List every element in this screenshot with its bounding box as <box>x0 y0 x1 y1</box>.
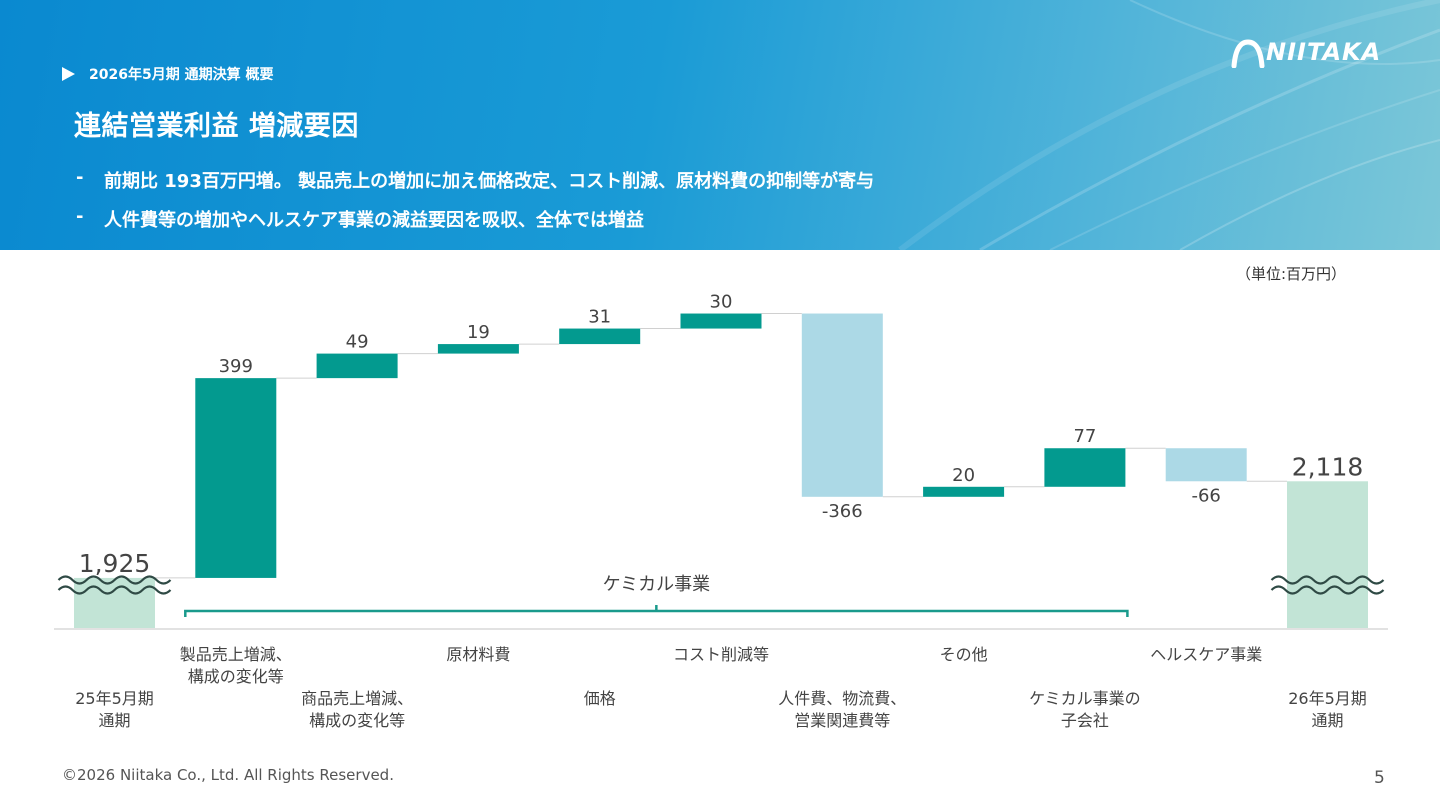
category-label-8-1: 子会社 <box>1061 711 1109 730</box>
category-label-4-0: 価格 <box>584 689 616 708</box>
category-label-2-0: 商品売上増減、 <box>301 689 413 708</box>
axis-break-0-0 <box>57 575 172 585</box>
breadcrumb: 2026年5月期 通期決算 概要 <box>62 64 273 84</box>
data-label-0: 1,925 <box>79 549 151 578</box>
page-number: 5 <box>1374 768 1385 788</box>
bar-3 <box>437 344 519 354</box>
category-label-9-0: ヘルスケア事業 <box>1150 645 1262 664</box>
bar-4 <box>559 328 641 345</box>
data-label-3: 19 <box>467 322 490 343</box>
category-label-1-1: 構成の変化等 <box>188 667 284 686</box>
bullet-2: - 人件費等の増加やヘルスケア事業の減益要因を吸収、全体では増益 <box>76 206 644 232</box>
category-label-3-0: 原材料費 <box>446 645 510 664</box>
waterfall-chart: 1,925 399 49 19 31 30 -366 20 77 -66 2,118 ケミカル事業 25… <box>54 292 1388 730</box>
play-triangle-icon <box>62 67 75 81</box>
header-banner: 2026年5月期 通期決算 概要 連結営業利益 増減要因 - 前期比 193百万… <box>0 0 1440 250</box>
page-title: 連結営業利益 増減要因 <box>74 111 359 142</box>
axis-break-10-1 <box>1270 585 1385 595</box>
axis-break-0-1 <box>57 585 172 595</box>
logo-text: NIITAKA <box>1266 38 1382 66</box>
data-label-7: 20 <box>952 465 975 486</box>
bar-8 <box>1044 448 1126 487</box>
data-label-10: 2,118 <box>1292 452 1364 481</box>
category-label-5-0: コスト削減等 <box>673 645 769 664</box>
data-label-8: 77 <box>1073 426 1096 447</box>
bar-5 <box>680 313 762 329</box>
bar-9 <box>1165 448 1247 482</box>
company-logo: NIITAKA <box>1230 36 1381 68</box>
category-label-2-1: 構成の変化等 <box>309 711 405 730</box>
bar-2 <box>316 353 398 379</box>
category-label-10-0: 26年5月期 <box>1288 689 1367 708</box>
data-label-6: -366 <box>822 501 863 522</box>
unit-label: （単位:百万円） <box>1236 265 1347 283</box>
logo-mark-icon <box>1231 39 1265 68</box>
category-label-0-1: 通期 <box>98 711 130 730</box>
category-label-10-1: 通期 <box>1311 711 1343 730</box>
bar-0 <box>74 577 155 628</box>
category-label-6-0: 人件費、物流費、 <box>778 689 906 708</box>
category-label-7-0: その他 <box>940 645 988 664</box>
category-label-8-0: ケミカル事業の <box>1029 689 1141 708</box>
bullet-dash: - <box>76 206 84 227</box>
breadcrumb-text: 2026年5月期 通期決算 概要 <box>89 67 274 83</box>
data-label-2: 49 <box>346 332 369 353</box>
group-label: ケミカル事業 <box>603 574 710 595</box>
bar-1 <box>195 378 277 578</box>
axis-break-10-0 <box>1270 575 1385 585</box>
category-label-6-1: 営業関連費等 <box>794 711 890 730</box>
bar-10 <box>1287 481 1368 628</box>
bullet-1: - 前期比 193百万円増。 製品売上の増加に加え価格改定、コスト削減、原材料費… <box>76 167 874 193</box>
data-label-1: 399 <box>219 356 253 377</box>
data-label-4: 31 <box>588 307 611 328</box>
decorative-swoosh-icon <box>898 0 1440 250</box>
category-label-1-0: 製品売上増減、 <box>180 645 292 664</box>
copyright: ©2026 Niitaka Co., Ltd. All Rights Reser… <box>62 766 394 784</box>
bullet-text: 前期比 193百万円増。 製品売上の増加に加え価格改定、コスト削減、原材料費の抑… <box>104 171 875 192</box>
group-bracket <box>184 605 1129 617</box>
bullet-text: 人件費等の増加やヘルスケア事業の減益要因を吸収、全体では増益 <box>104 210 644 231</box>
bar-7 <box>923 486 1005 497</box>
bullet-dash: - <box>76 167 84 188</box>
data-label-5: 30 <box>710 292 733 313</box>
data-label-9: -66 <box>1191 485 1220 506</box>
category-label-0-0: 25年5月期 <box>75 689 154 708</box>
bar-6 <box>801 313 883 497</box>
